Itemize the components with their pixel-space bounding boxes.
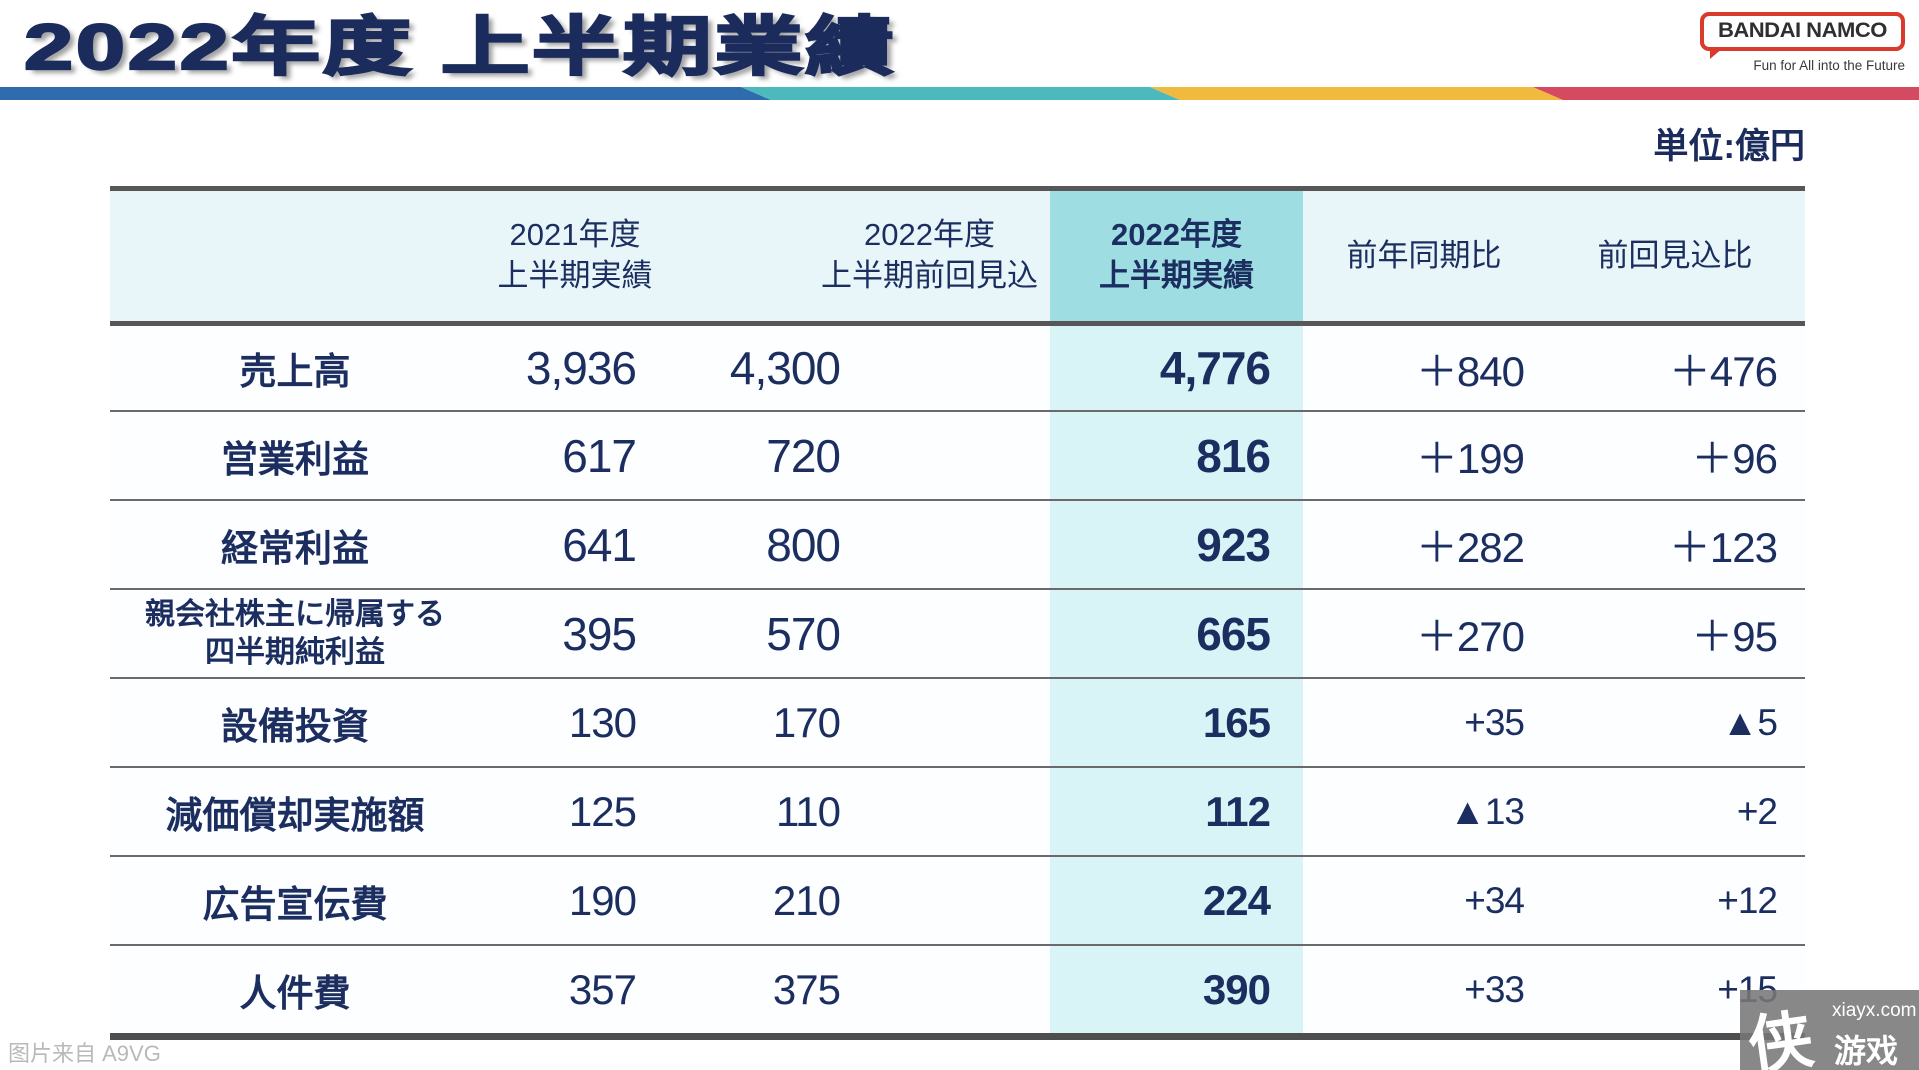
- row-label: 減価償却実施額: [165, 794, 425, 836]
- cell-forecast: 375: [772, 965, 841, 1013]
- site-watermark: 侠 xiayx.com 游戏: [1740, 990, 1919, 1070]
- cell-yoy: ＋270: [1415, 613, 1525, 660]
- cell-fy2021: 190: [568, 876, 637, 924]
- cell-yoy: +33: [1464, 968, 1525, 1010]
- cell-actual: 390: [1050, 946, 1303, 1033]
- table-row-depreciation: 減価償却実施額 125 110 112 ▲13 +2: [110, 766, 1805, 855]
- row-label: 売上高: [239, 351, 351, 392]
- table-row-capex: 設備投資 130 170 165 +35 ▲5: [110, 677, 1805, 766]
- col-header-yoy: 前年同期比: [1346, 237, 1502, 273]
- cell-forecast: 110: [776, 787, 841, 835]
- cell-actual: 665: [1050, 590, 1303, 677]
- cell-vs-forecast: ＋95: [1691, 613, 1778, 660]
- table-row-advertising: 広告宣伝費 190 210 224 +34 +12: [110, 855, 1805, 944]
- table-row-net-sales: 売上高 3,936 4,300 4,776 ＋840 ＋476: [110, 321, 1805, 410]
- cell-vs-forecast: +2: [1736, 790, 1778, 832]
- cell-yoy: +35: [1464, 701, 1525, 743]
- cell-yoy: +34: [1464, 879, 1525, 921]
- table-row-ordinary-profit: 経常利益 641 800 923 ＋282 ＋123: [110, 499, 1805, 588]
- cell-vs-forecast: ＋123: [1668, 524, 1778, 571]
- cell-vs-forecast: ＋476: [1668, 347, 1778, 395]
- stripe-segment-red: [1533, 87, 1919, 100]
- cell-forecast: 570: [766, 607, 841, 660]
- row-label: 親会社株主に帰属する 四半期純利益: [145, 598, 445, 669]
- page-title: 2022年度 上半期業績: [22, 10, 897, 84]
- table-row-personnel: 人件費 357 375 390 +33 +15: [110, 944, 1805, 1033]
- cell-vs-forecast: ▲5: [1721, 701, 1778, 743]
- unit-label: 単位:億円: [1653, 127, 1805, 166]
- cell-yoy: ＋282: [1415, 524, 1525, 571]
- cell-fy2021: 617: [562, 429, 637, 482]
- row-label: 人件費: [239, 972, 351, 1014]
- col-header-actual-highlighted: 2022年度 上半期実績: [1050, 191, 1303, 321]
- row-label: 広告宣伝費: [202, 883, 388, 925]
- table-row-quarterly-net-profit: 親会社株主に帰属する 四半期純利益 395 570 665 ＋270 ＋95: [110, 588, 1805, 677]
- cell-vs-forecast: ＋96: [1691, 435, 1778, 482]
- row-label: 設備投資: [221, 705, 369, 747]
- cell-forecast: 720: [766, 429, 841, 482]
- row-label: 経常利益: [221, 527, 369, 569]
- watermark-brand-char: 侠: [1743, 1001, 1818, 1070]
- bandai-namco-logo: BANDAI NAMCO Fun for All into the Future: [1700, 12, 1905, 73]
- watermark-site-url: xiayx.com: [1832, 1000, 1917, 1021]
- stripe-segment-blue: [0, 87, 771, 100]
- cell-fy2021: 130: [568, 698, 637, 746]
- cell-actual: 923: [1050, 501, 1303, 588]
- cell-fy2021: 125: [568, 787, 637, 835]
- accent-stripe: [0, 87, 1919, 100]
- cell-yoy: ▲13: [1449, 790, 1525, 832]
- cell-forecast: 4,300: [729, 342, 841, 394]
- cell-yoy: ＋840: [1415, 347, 1525, 395]
- cell-forecast: 800: [766, 518, 841, 571]
- stripe-segment-teal: [741, 87, 1180, 100]
- cell-yoy: ＋199: [1415, 435, 1525, 482]
- cell-forecast: 170: [772, 698, 841, 746]
- cell-actual: 816: [1050, 412, 1303, 499]
- cell-fy2021: 357: [568, 965, 637, 1013]
- cell-fy2021: 3,936: [525, 342, 637, 394]
- row-label: 営業利益: [221, 438, 369, 480]
- table-header-row: 2021年度 上半期実績 2022年度 上半期前回見込 2022年度 上半期実績…: [110, 191, 1805, 321]
- logo-brand-text: BANDAI NAMCO: [1718, 19, 1887, 42]
- source-watermark: 图片来自 A9VG: [8, 1041, 161, 1066]
- cell-actual: 224: [1050, 857, 1303, 944]
- stripe-segment-yellow: [1150, 87, 1563, 100]
- cell-vs-forecast: +12: [1717, 879, 1778, 921]
- cell-actual: 4,776: [1050, 326, 1303, 410]
- cell-forecast: 210: [772, 876, 841, 924]
- logo-tagline: Fun for All into the Future: [1753, 58, 1905, 73]
- cell-actual: 112: [1050, 768, 1303, 855]
- results-table: 2021年度 上半期実績 2022年度 上半期前回見込 2022年度 上半期実績…: [110, 186, 1805, 1040]
- col-header-vs-forecast: 前回見込比: [1597, 237, 1753, 273]
- cell-actual: 165: [1050, 679, 1303, 766]
- header-empty-cell: [110, 191, 480, 321]
- cell-fy2021: 395: [562, 607, 637, 660]
- col-header-forecast: 2022年度 上半期前回見込: [821, 217, 1038, 293]
- cell-fy2021: 641: [562, 518, 637, 571]
- logo-speech-bubble-icon: BANDAI NAMCO: [1700, 12, 1905, 59]
- col-header-fy2021: 2021年度 上半期実績: [497, 217, 653, 293]
- table-row-operating-profit: 営業利益 617 720 816 ＋199 ＋96: [110, 410, 1805, 499]
- watermark-site-name: 游戏: [1834, 1033, 1899, 1069]
